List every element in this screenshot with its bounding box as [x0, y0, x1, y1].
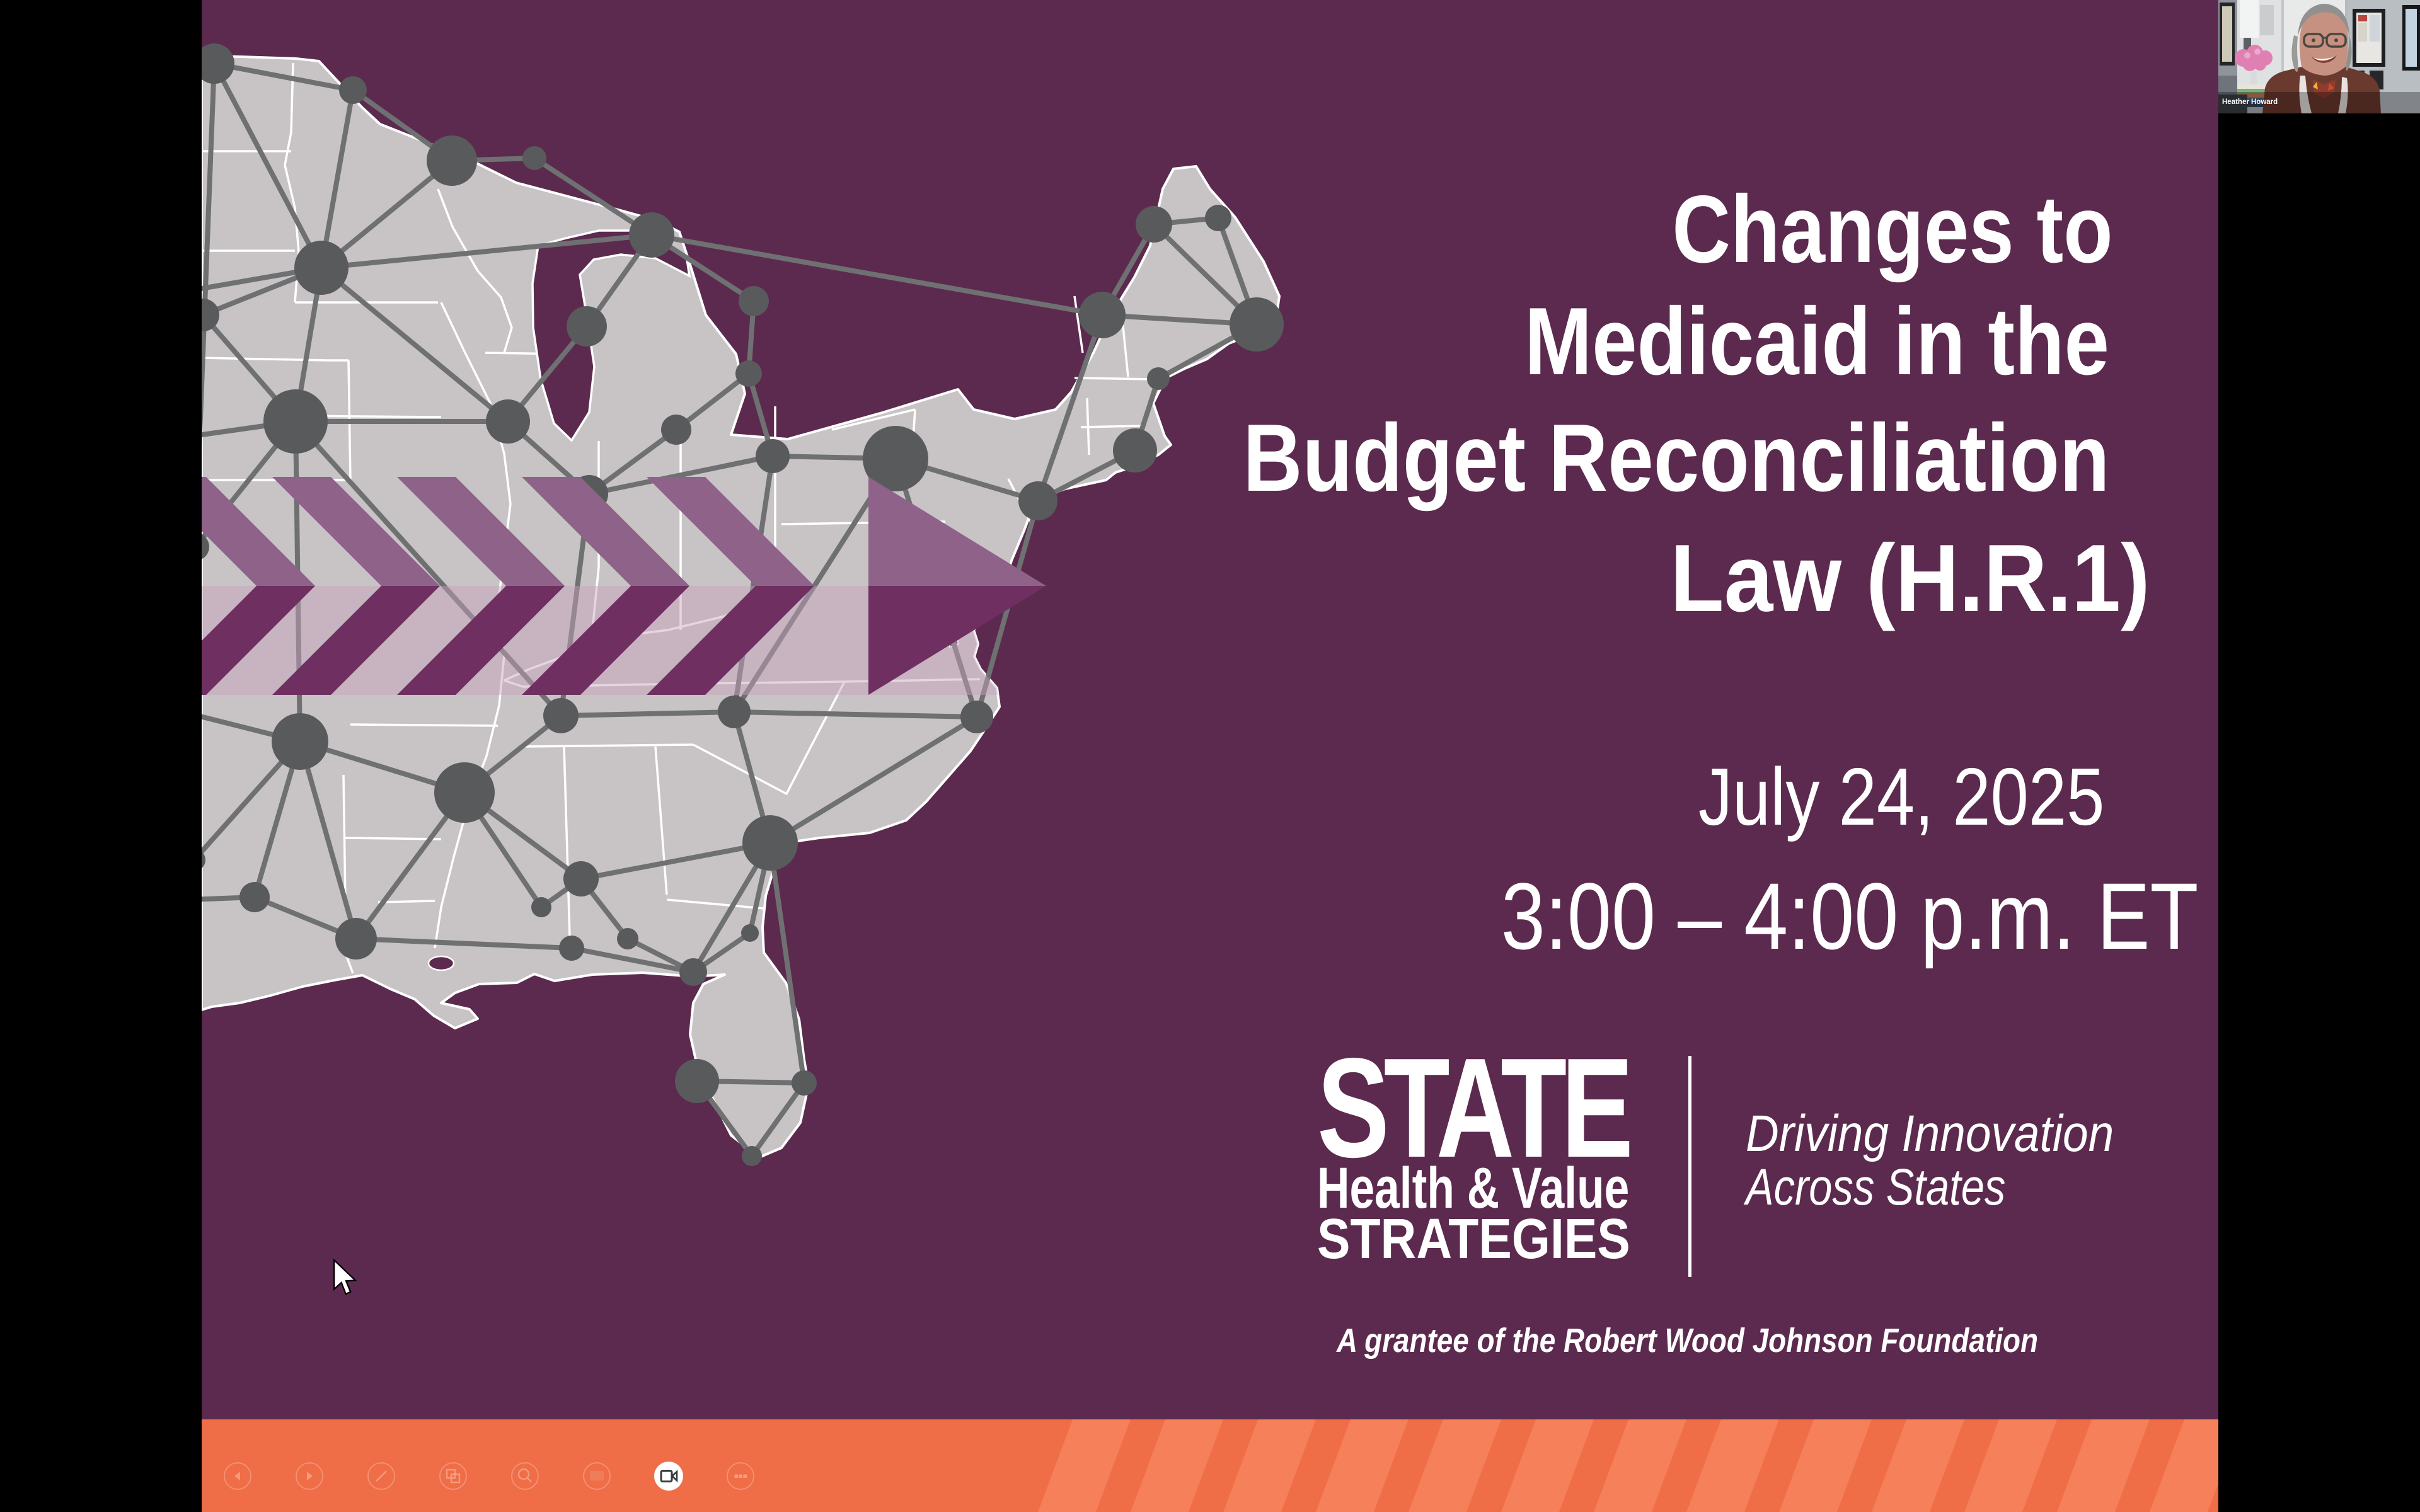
svg-text:Heather Howard: Heather Howard	[2222, 98, 2278, 106]
